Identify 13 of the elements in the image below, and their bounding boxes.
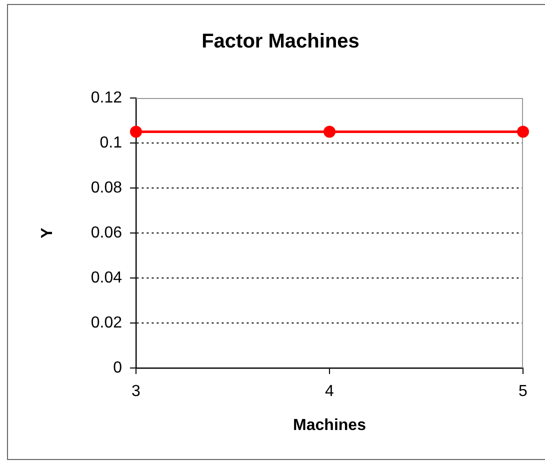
y-axis-title: Y <box>39 227 56 238</box>
y-tick-label: 0.06 <box>90 224 122 242</box>
x-tick-label: 3 <box>132 383 141 400</box>
x-tick-label: 4 <box>325 383 334 400</box>
y-tick-label: 0.1 <box>100 134 122 152</box>
y-tick-label: 0.04 <box>90 269 122 286</box>
chart-title: Factor Machines <box>202 30 360 53</box>
y-tick-label: 0.08 <box>90 179 122 196</box>
y-tick-label: 0 <box>113 359 122 376</box>
x-axis-title: Machines <box>293 416 366 434</box>
y-tick-label: 0.02 <box>90 314 122 332</box>
y-tick-label: 0.12 <box>90 89 122 106</box>
x-tick-label: 5 <box>518 383 528 400</box>
